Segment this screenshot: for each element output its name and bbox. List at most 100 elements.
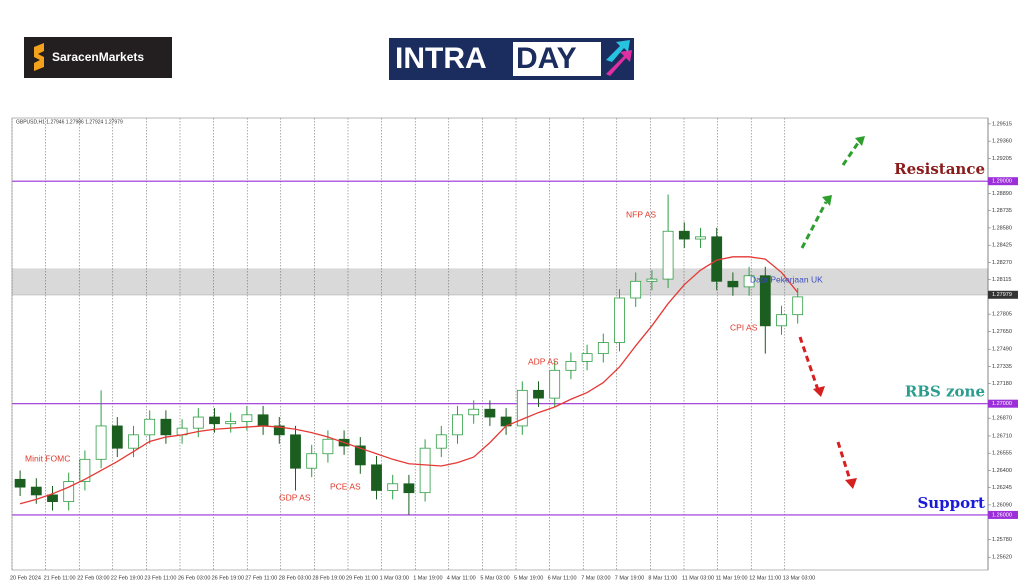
x-tick-label: 11 Mar 03:00 [682,575,714,581]
arrow-up [841,142,860,166]
candle-body [792,296,804,316]
candle-body [516,389,528,427]
x-tick-label: 28 Feb 03:00 [279,575,311,581]
annotation: NFP AS [626,209,656,219]
candle-body [111,425,123,449]
scenario-arrows [798,142,860,481]
zone [12,268,988,296]
annotation: CPI AS [730,322,758,332]
candle-body [273,425,285,436]
candle-body [371,464,382,491]
x-tick-label: 27 Feb 11:00 [245,575,277,581]
arrow-up [800,201,828,249]
candle-body [695,236,706,240]
x-tick-label: 13 Mar 03:00 [783,575,815,581]
x-tick-label: 21 Feb 11:00 [44,575,76,581]
y-tick-label: 1.27805 [992,312,1012,318]
y-tick-label: 1.28735 [992,208,1012,214]
candle-body [743,275,755,288]
x-tick-label: 11 Mar 19:00 [716,575,748,581]
y-tick-label: 1.26555 [992,451,1012,457]
plot [11,118,988,570]
badge-arrow-down [606,50,632,76]
candle-body [549,369,561,399]
y-tick-label: 1.28115 [992,277,1011,283]
y-tick-label: 1.27335 [992,364,1012,370]
candle-body [468,408,480,416]
level-box [988,399,1018,408]
y-tick-label: 1.26400 [992,468,1012,474]
x-tick-label: 28 Feb 19:00 [312,575,344,581]
y-tick-label: 1.28580 [992,225,1012,231]
x-tick-label: 6 Mar 11:00 [548,575,577,581]
candle-body [727,280,739,288]
level-value: 1.29000 [992,179,1012,185]
level-box [988,177,1018,186]
candle-body [79,458,91,482]
arrow-head [822,195,832,206]
candle-body [387,483,399,491]
x-tick-label: 1 Mar 03:00 [380,575,409,581]
y-tick-label: 1.27180 [992,381,1012,387]
badge-left: INTRA [395,42,487,75]
candle-body [306,453,318,469]
candle-body [63,481,75,502]
annotation: ADP AS [528,356,559,366]
y-tick-label: 1.29515 [992,121,1012,127]
candle-body [160,418,172,436]
x-tick-label: 29 Feb 11:00 [346,575,378,581]
brand-name: SaracenMarkets [52,50,144,64]
y-tick-label: 1.26245 [992,485,1012,491]
candle-body [322,438,334,455]
y-tick-label: 1.26870 [992,416,1012,422]
candle-body [759,275,771,327]
y-tick-label: 1.28425 [992,243,1012,249]
x-tick-label: 12 Mar 11:00 [749,575,781,581]
y-tick-label: 1.29205 [992,156,1012,162]
annotation: PCE AS [330,481,361,491]
candle-body [225,421,237,425]
y-tick-label: 1.25780 [992,537,1012,543]
candle-body [565,361,577,371]
x-tick-label: 26 Feb 19:00 [212,575,244,581]
y-tick-label: 1.28270 [992,260,1012,266]
y-tick-label: 1.26090 [992,502,1012,508]
brand-logo [24,37,172,78]
candle-body [95,425,107,460]
candle-body [241,414,253,422]
candle-body [678,230,690,240]
x-tick-label: 26 Feb 03:00 [178,575,210,581]
annotation: Data Pekerjaan UK [750,274,823,284]
arrow-head [845,478,857,489]
candle-body [354,445,366,466]
candle-body [209,416,220,425]
y-tick-label: 1.27490 [992,347,1012,353]
x-tick-label: 7 Mar 03:00 [581,575,610,581]
arrow-head [855,136,865,146]
candle-body [290,434,301,469]
arrow-head [813,386,825,397]
symbol-info: GBPUSD,H1 1.27946 1.27986 1.27924 1.2797… [16,119,123,125]
level-name: Support [917,494,985,512]
y-tick-label: 1.28890 [992,191,1012,197]
price-box [988,290,1018,299]
badge-arrow-up [606,40,630,62]
candle-body [30,486,42,496]
candle-body [581,353,593,362]
y-tick-label: 1.29360 [992,139,1012,145]
candle-body [646,278,658,282]
candle-body [144,418,156,436]
level-box [988,510,1018,519]
annotation: Minit FOMC [25,453,70,463]
y-tick-label: 1.26710 [992,433,1012,439]
x-tick-label: 8 Mar 11:00 [648,575,677,581]
badge-box [513,42,601,76]
moving-average [19,256,799,505]
candle-body [435,434,447,449]
candle-body [192,416,204,429]
level-value: 1.27000 [992,401,1012,407]
y-tick-label: 1.27650 [992,329,1012,335]
x-tick-label: 5 Mar 19:00 [514,575,543,581]
x-tick-label: 23 Feb 11:00 [144,575,176,581]
